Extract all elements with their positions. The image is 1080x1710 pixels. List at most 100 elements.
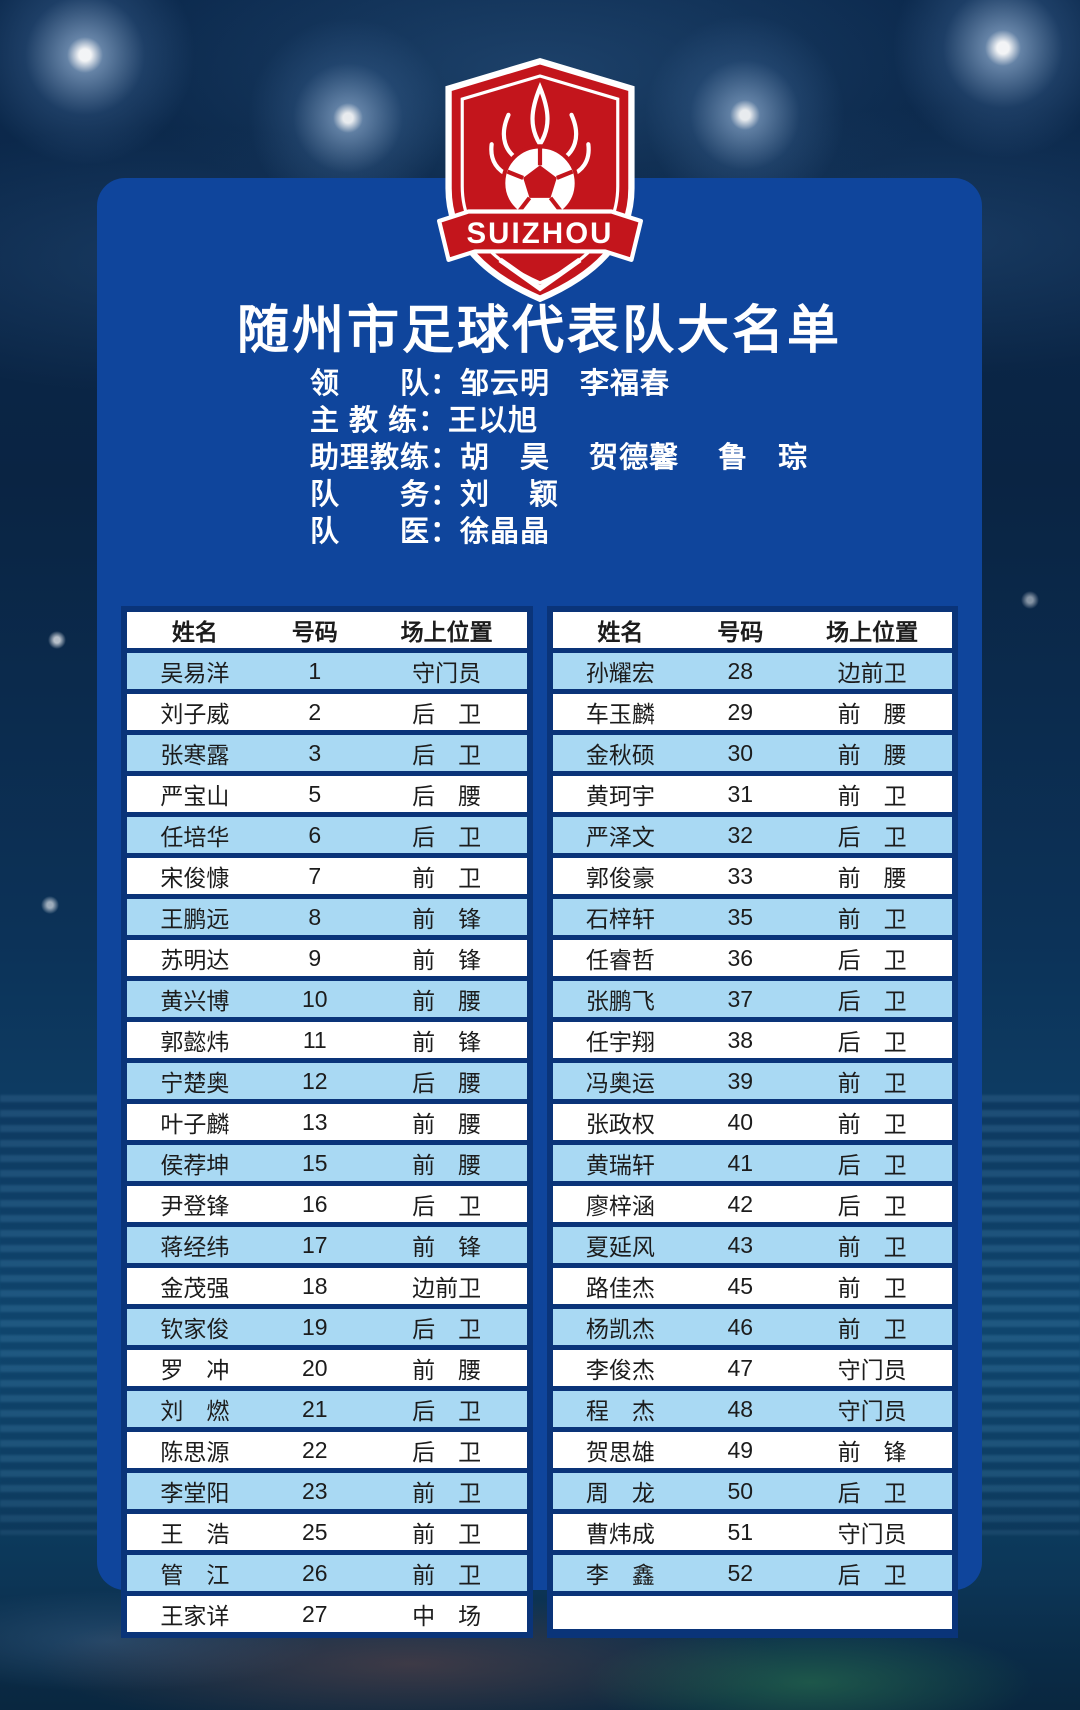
player-row: 郭俊豪 33 前 腰 — [552, 858, 952, 894]
player-position: 前 卫 — [366, 1514, 527, 1550]
player-name: 尹登锋 — [127, 1186, 263, 1222]
player-number: 5 — [262, 776, 367, 812]
player-name: 宁楚奥 — [127, 1063, 263, 1099]
player-name: 黄瑞轩 — [552, 1145, 689, 1181]
player-name: 任培华 — [127, 817, 263, 853]
player-row: 路佳杰 45 前 卫 — [552, 1268, 952, 1304]
player-position: 后 卫 — [366, 694, 527, 730]
player-name: 金茂强 — [127, 1268, 263, 1304]
player-name: 黄兴博 — [127, 981, 263, 1017]
player-name: 罗 冲 — [127, 1350, 263, 1386]
player-row: 严泽文 32 后 卫 — [552, 817, 952, 853]
player-number: 31 — [688, 776, 793, 812]
player-number: 17 — [262, 1227, 367, 1263]
player-position: 前 锋 — [366, 1227, 527, 1263]
player-row: 石梓轩 35 前 卫 — [552, 899, 952, 935]
player-name: 冯奥运 — [552, 1063, 689, 1099]
player-row: 尹登锋 16 后 卫 — [127, 1186, 527, 1222]
player-position: 前 腰 — [366, 981, 527, 1017]
player-row: 黄瑞轩 41 后 卫 — [552, 1145, 952, 1181]
table-header-row: 姓名 号码 场上位置 — [127, 612, 527, 648]
player-position: 后 卫 — [792, 1473, 952, 1509]
player-number: 12 — [262, 1063, 367, 1099]
staff-names: 王以旭 — [448, 405, 539, 437]
player-position: 前 腰 — [792, 735, 952, 771]
player-number: 40 — [688, 1104, 793, 1140]
player-name: 程 杰 — [552, 1391, 689, 1427]
player-row: 王鹏远 8 前 锋 — [127, 899, 527, 935]
player-position: 前 卫 — [792, 899, 952, 935]
staff-role-label: 助理教练： — [310, 442, 461, 474]
crest-chevron — [498, 257, 582, 292]
player-number: 27 — [262, 1596, 367, 1632]
staff-line: 队 医：徐晶晶 — [310, 514, 808, 551]
player-row: 蒋经纬 17 前 锋 — [127, 1227, 527, 1263]
crest-ribbon — [437, 209, 643, 262]
player-row: 刘子威 2 后 卫 — [127, 694, 527, 730]
player-row: 刘 燃 21 后 卫 — [127, 1391, 527, 1427]
player-name: 管 江 — [127, 1555, 263, 1591]
player-position: 后 腰 — [366, 1063, 527, 1099]
player-name: 周 龙 — [552, 1473, 689, 1509]
crest-banner-text: SUIZHOU — [466, 217, 613, 250]
player-number: 30 — [688, 735, 793, 771]
col-header-name: 姓名 — [552, 612, 689, 648]
player-name: 王 浩 — [127, 1514, 263, 1550]
player-row: 管 江 26 前 卫 — [127, 1555, 527, 1591]
player-row: 黄兴博 10 前 腰 — [127, 981, 527, 1017]
player-name: 严泽文 — [552, 817, 689, 853]
player-name: 严宝山 — [127, 776, 263, 812]
player-row: 李俊杰 47 守门员 — [552, 1350, 952, 1386]
player-number: 19 — [262, 1309, 367, 1345]
staff-names: 胡 昊 贺德馨 鲁 琮 — [460, 442, 809, 474]
player-position: 守门员 — [792, 1391, 952, 1427]
player-position: 后 卫 — [792, 1145, 952, 1181]
player-position: 边前卫 — [792, 653, 952, 689]
staff-role-label: 队 务： — [310, 479, 461, 511]
player-position: 前 锋 — [366, 1022, 527, 1058]
player-number: 45 — [688, 1268, 793, 1304]
player-name: 张寒露 — [127, 735, 263, 771]
player-number: 32 — [688, 817, 793, 853]
player-number: 36 — [688, 940, 793, 976]
player-name: 叶子麟 — [127, 1104, 263, 1140]
player-row: 罗 冲 20 前 腰 — [127, 1350, 527, 1386]
player-name — [552, 1596, 689, 1629]
player-position: 前 卫 — [792, 1227, 952, 1263]
player-position: 后 卫 — [792, 1555, 952, 1591]
player-number: 26 — [262, 1555, 367, 1591]
player-position: 前 腰 — [366, 1350, 527, 1386]
player-number: 52 — [688, 1555, 793, 1591]
player-position: 守门员 — [366, 653, 527, 689]
col-header-position: 场上位置 — [366, 612, 527, 648]
player-position: 后 腰 — [366, 776, 527, 812]
player-name: 侯荐坤 — [127, 1145, 263, 1181]
player-position: 后 卫 — [366, 1309, 527, 1345]
player-row: 贺思雄 49 前 锋 — [552, 1432, 952, 1468]
player-row: 吴易洋 1 守门员 — [127, 653, 527, 689]
player-row: 钦家俊 19 后 卫 — [127, 1309, 527, 1345]
player-row: 任培华 6 后 卫 — [127, 817, 527, 853]
stadium-stand-left — [0, 1095, 100, 1535]
player-row: 李堂阳 23 前 卫 — [127, 1473, 527, 1509]
player-name: 苏明达 — [127, 940, 263, 976]
player-number: 46 — [688, 1309, 793, 1345]
player-row: 金茂强 18 边前卫 — [127, 1268, 527, 1304]
player-number: 1 — [262, 653, 367, 689]
player-row: 王 浩 25 前 卫 — [127, 1514, 527, 1550]
player-number: 21 — [262, 1391, 367, 1427]
player-number: 51 — [688, 1514, 793, 1550]
player-row: 宋俊慷 7 前 卫 — [127, 858, 527, 894]
player-number: 50 — [688, 1473, 793, 1509]
player-row: 金秋硕 30 前 腰 — [552, 735, 952, 771]
player-row: 王家详 27 中 场 — [127, 1596, 527, 1632]
player-name: 曹炜成 — [552, 1514, 689, 1550]
crest-football-icon — [501, 144, 579, 223]
player-number: 6 — [262, 817, 367, 853]
staff-role-label: 领 队： — [310, 368, 461, 400]
player-name: 金秋硕 — [552, 735, 689, 771]
roster-tables: 姓名 号码 场上位置 吴易洋 1 守门员 — [121, 606, 958, 1638]
player-position: 后 卫 — [366, 1391, 527, 1427]
player-name: 刘 燃 — [127, 1391, 263, 1427]
player-number: 11 — [262, 1022, 367, 1058]
